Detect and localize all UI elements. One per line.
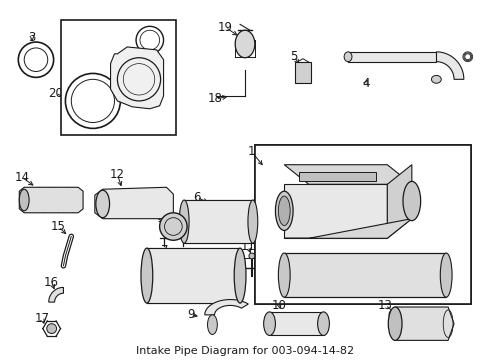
Polygon shape: [49, 287, 63, 302]
Text: 7: 7: [161, 244, 168, 257]
Bar: [61, 21, 176, 135]
Text: 2: 2: [364, 286, 371, 299]
Ellipse shape: [432, 75, 441, 83]
Bar: [255, 145, 471, 304]
Text: 6: 6: [193, 190, 201, 204]
Polygon shape: [111, 47, 164, 109]
Ellipse shape: [388, 307, 402, 340]
Text: 11: 11: [241, 240, 255, 253]
Text: 13: 13: [378, 298, 393, 311]
Bar: [284, 253, 446, 297]
Ellipse shape: [96, 190, 110, 218]
Bar: [295, 62, 311, 83]
Text: 17: 17: [34, 312, 49, 325]
Text: 5: 5: [291, 50, 298, 63]
Text: 21: 21: [132, 24, 147, 37]
Text: 8: 8: [146, 207, 153, 220]
Text: 10: 10: [272, 298, 287, 311]
Ellipse shape: [248, 200, 258, 243]
Ellipse shape: [275, 191, 293, 230]
Text: 4: 4: [362, 77, 369, 90]
Ellipse shape: [441, 253, 452, 297]
Bar: [255, 145, 471, 304]
Circle shape: [160, 213, 187, 240]
Ellipse shape: [344, 52, 352, 62]
Text: 12: 12: [110, 168, 125, 181]
Polygon shape: [389, 307, 454, 340]
Text: 22: 22: [95, 77, 110, 90]
Ellipse shape: [234, 248, 246, 303]
Ellipse shape: [207, 315, 218, 334]
Ellipse shape: [403, 181, 421, 221]
Polygon shape: [284, 165, 412, 184]
Text: 19: 19: [218, 21, 233, 34]
Polygon shape: [270, 312, 323, 336]
Ellipse shape: [264, 312, 275, 336]
Polygon shape: [205, 300, 248, 315]
Text: 3: 3: [28, 31, 36, 44]
Ellipse shape: [141, 248, 153, 303]
Ellipse shape: [278, 196, 290, 226]
Polygon shape: [19, 187, 83, 213]
Polygon shape: [387, 165, 412, 238]
Ellipse shape: [179, 200, 189, 243]
Ellipse shape: [278, 253, 290, 297]
Polygon shape: [184, 200, 253, 243]
Circle shape: [47, 324, 56, 333]
Ellipse shape: [318, 312, 329, 336]
Polygon shape: [348, 52, 437, 62]
Text: 9: 9: [187, 309, 195, 321]
Circle shape: [249, 253, 255, 259]
Text: 14: 14: [15, 171, 30, 184]
Ellipse shape: [19, 189, 29, 211]
Polygon shape: [95, 187, 173, 219]
Text: 15: 15: [51, 220, 66, 233]
Polygon shape: [284, 184, 387, 238]
Text: 16: 16: [44, 276, 59, 289]
Text: Intake Pipe Diagram for 003-094-14-82: Intake Pipe Diagram for 003-094-14-82: [136, 346, 354, 356]
Bar: [299, 172, 375, 181]
Text: 20: 20: [48, 86, 63, 100]
Polygon shape: [437, 52, 464, 79]
Ellipse shape: [235, 30, 255, 58]
Polygon shape: [284, 219, 412, 238]
Text: 18: 18: [208, 93, 223, 105]
Text: 1: 1: [248, 145, 256, 158]
Polygon shape: [147, 248, 240, 303]
